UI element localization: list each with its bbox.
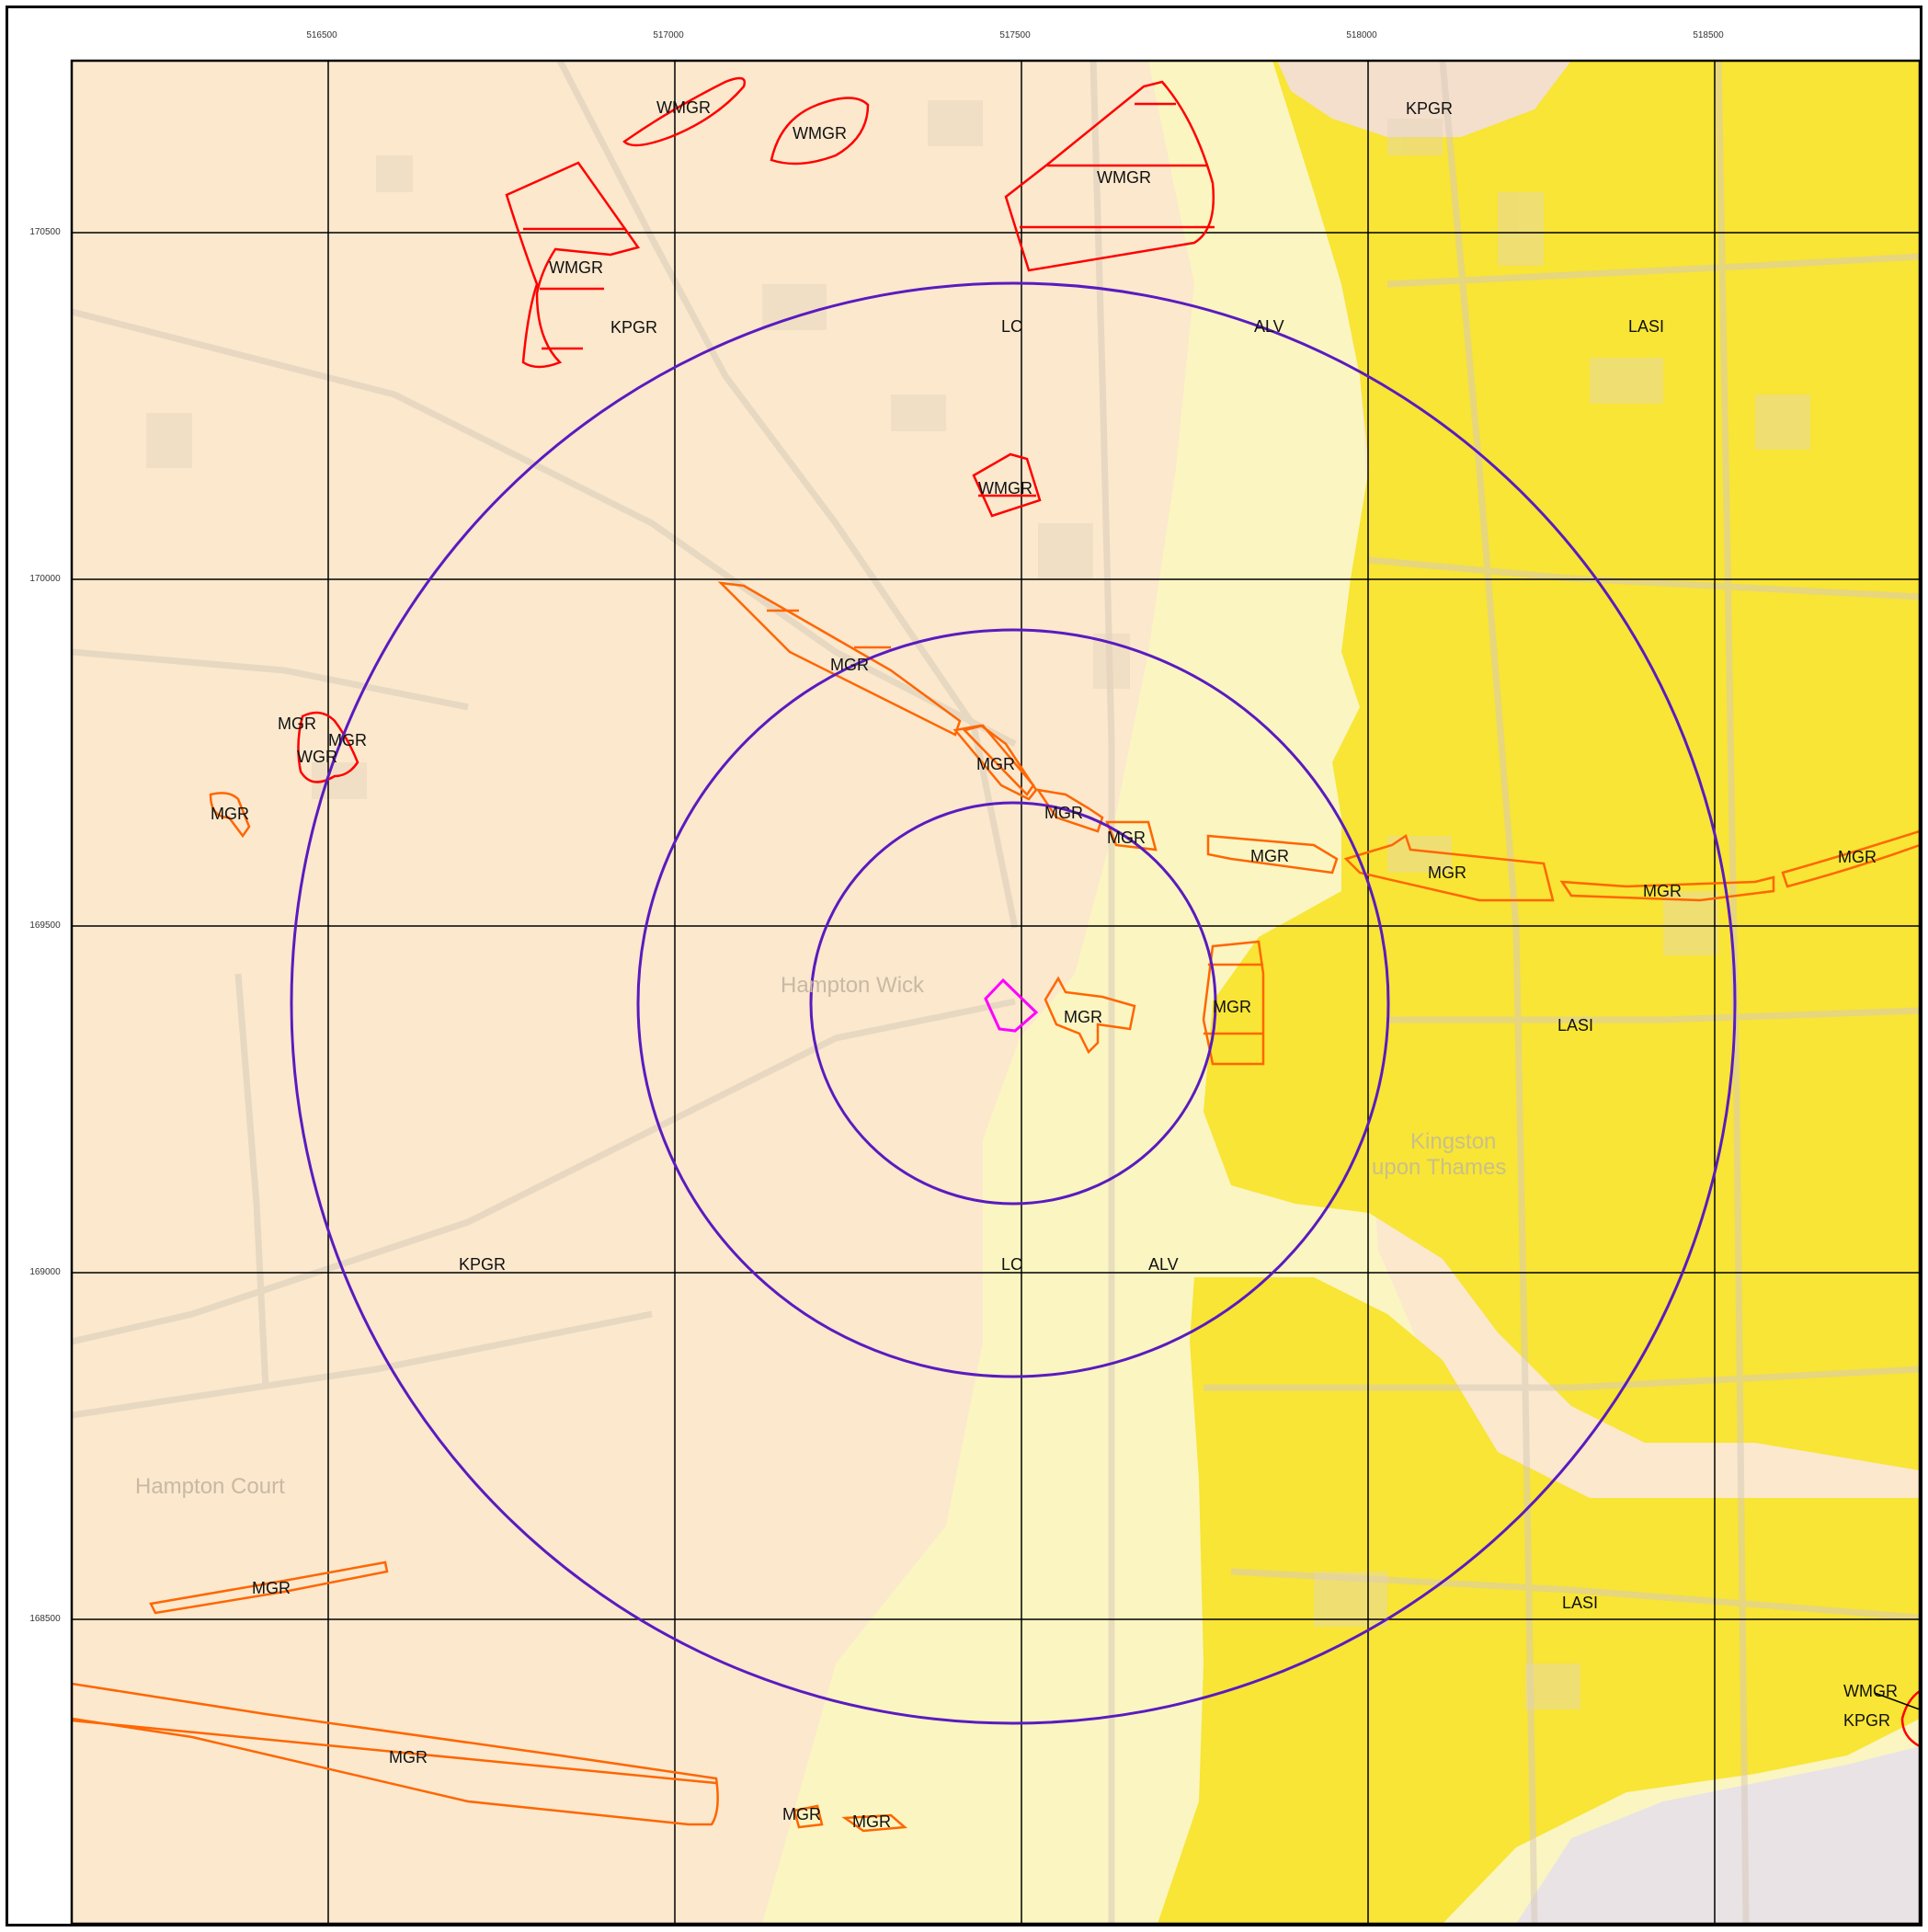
wmgr-polygon[interactable] — [770, 97, 870, 166]
label-mgr: MGR — [211, 805, 249, 823]
wmgr-polygon[interactable] — [505, 161, 641, 369]
label-kpgr: KPGR — [1843, 1711, 1890, 1730]
label-wmgr: WMGR — [549, 258, 603, 277]
mgr-polygon[interactable] — [72, 1682, 719, 1826]
y-tick: 169500 — [29, 920, 61, 931]
map-frame: 516500 517000 517500 518000 518500 17050… — [6, 6, 1922, 1926]
label-mgr: MGR — [830, 656, 869, 674]
buffer-ring-outer — [290, 281, 1737, 1725]
mgr-polygon[interactable] — [209, 792, 251, 839]
wmgr-polygon[interactable] — [1900, 1689, 1920, 1748]
label-mgr: MGR — [1838, 848, 1877, 866]
mgr-polygon[interactable] — [1206, 834, 1339, 875]
building-blocks — [146, 100, 1810, 1709]
y-tick: 170500 — [29, 227, 61, 237]
wmgr-polygon[interactable] — [622, 76, 747, 147]
place-names: Hampton Wick Hampton Court Kingston upon… — [135, 973, 1506, 1499]
made-ground-features[interactable] — [72, 581, 1920, 1833]
label-wmgr: WMGR — [1097, 168, 1151, 187]
grid-lines — [72, 61, 1920, 1924]
x-axis-ticks: 516500 517000 517500 518000 518500 — [306, 30, 1724, 40]
map-neatline — [70, 59, 1920, 1924]
mgr-polygon[interactable] — [149, 1560, 389, 1615]
place-hampton-wick: Hampton Wick — [781, 973, 925, 998]
label-kpgr: KPGR — [610, 318, 657, 337]
mgr-polygon[interactable] — [793, 1804, 824, 1829]
x-tick: 517000 — [653, 30, 684, 40]
label-wmgr: WMGR — [978, 479, 1032, 497]
label-mgr: MGR — [852, 1812, 891, 1831]
label-lc: LC — [1001, 317, 1022, 336]
label-lc: LC — [1001, 1255, 1022, 1274]
wgr-polygon[interactable] — [297, 711, 359, 783]
label-mgr: MGR — [782, 1805, 821, 1823]
buffer-rings — [290, 281, 1737, 1725]
wmgr-polygon[interactable] — [1004, 80, 1215, 272]
label-wmgr: WMGR — [793, 124, 847, 143]
mgr-polygon[interactable] — [962, 724, 1035, 796]
mgr-polygon[interactable] — [1035, 788, 1104, 833]
y-axis-ticks: 170500 170000 169500 169000 168500 — [29, 227, 61, 1624]
leader-line — [1874, 1692, 1920, 1710]
label-alv: ALV — [1254, 317, 1284, 336]
label-lasi: LASI — [1562, 1594, 1598, 1612]
label-mgr: MGR — [389, 1748, 428, 1766]
x-tick: 518500 — [1693, 30, 1724, 40]
mgr-polygon[interactable] — [1105, 820, 1158, 852]
label-mgr: MGR — [1250, 847, 1289, 865]
mgr-polygon[interactable] — [1781, 829, 1920, 888]
label-mgr: MGR — [1428, 863, 1466, 882]
road-network — [72, 61, 1920, 1924]
label-wmgr: WMGR — [656, 98, 711, 117]
mgr-polygon[interactable] — [1202, 940, 1265, 1066]
label-mgr: MGR — [1107, 829, 1146, 847]
x-tick: 517500 — [999, 30, 1031, 40]
label-mgr: MGR — [328, 731, 367, 749]
label-mgr: MGR — [1064, 1008, 1102, 1026]
mgr-polygon[interactable] — [841, 1813, 908, 1833]
label-mgr: MGR — [976, 755, 1015, 773]
mgr-polygon[interactable] — [1343, 834, 1555, 902]
kpgr-patch-north — [1277, 61, 1571, 137]
buffer-ring-middle — [636, 628, 1390, 1378]
label-mgr: MGR — [278, 714, 316, 733]
label-wmgr: WMGR — [1843, 1682, 1898, 1700]
wmgr-polygon[interactable] — [972, 452, 1042, 518]
label-kpgr: KPGR — [1406, 99, 1453, 118]
geology-map[interactable]: 516500 517000 517500 518000 518500 17050… — [8, 8, 1920, 1924]
label-lasi: LASI — [1628, 317, 1664, 336]
lasi-zone-lower — [1158, 1277, 1920, 1924]
place-hampton-court: Hampton Court — [135, 1474, 285, 1499]
label-mgr: MGR — [1643, 882, 1682, 900]
grey-zone — [1516, 1746, 1920, 1924]
label-mgr: MGR — [1213, 998, 1251, 1016]
geology-labels: KPGR KPGR KPGR KPGR LC LC ALV ALV LASI L… — [459, 99, 1890, 1730]
label-lasi: LASI — [1557, 1016, 1593, 1035]
buffer-ring-inner — [809, 801, 1217, 1206]
site-boundary[interactable] — [984, 977, 1039, 1033]
y-tick: 168500 — [29, 1614, 61, 1624]
y-tick: 170000 — [29, 574, 61, 584]
label-kpgr: KPGR — [459, 1255, 506, 1274]
mgr-polygon[interactable] — [1559, 875, 1775, 902]
label-alv: ALV — [1148, 1255, 1179, 1274]
x-tick: 516500 — [306, 30, 337, 40]
place-upon-thames: upon Thames — [1372, 1155, 1506, 1180]
y-tick: 169000 — [29, 1267, 61, 1277]
mgr-polygon[interactable] — [717, 581, 962, 737]
worked-ground-features[interactable] — [297, 76, 1920, 1748]
label-wgr: WGR — [297, 748, 337, 766]
x-tick: 518000 — [1346, 30, 1377, 40]
lasi-zone-upper — [1204, 61, 1920, 1470]
place-kingston: Kingston — [1410, 1129, 1496, 1154]
label-mgr: MGR — [1044, 804, 1083, 822]
label-mgr: MGR — [252, 1579, 291, 1597]
mgr-polygon[interactable] — [1044, 976, 1136, 1055]
